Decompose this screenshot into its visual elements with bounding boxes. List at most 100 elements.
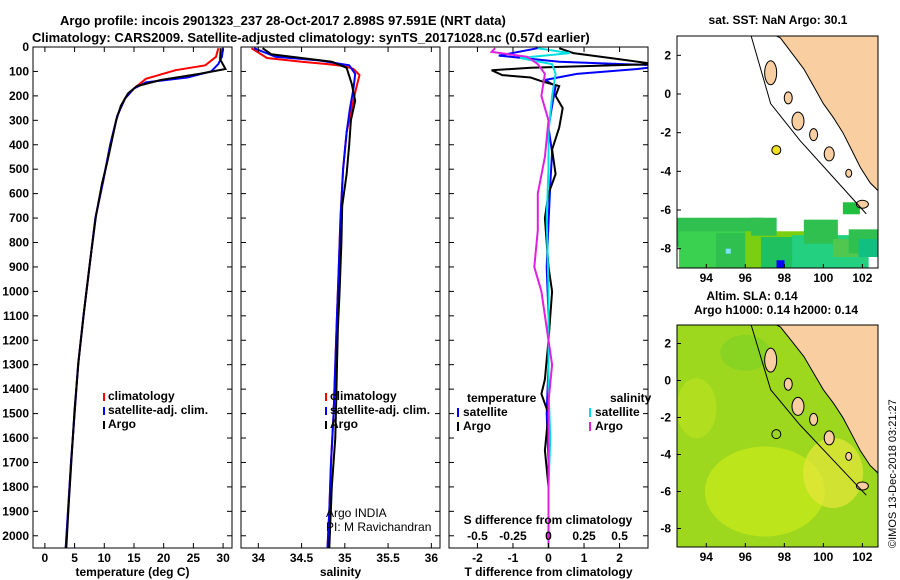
sla-map-island (764, 347, 778, 373)
diff-x-tick-label: 1 (581, 551, 588, 565)
depth-tick-label: 200 (9, 89, 29, 103)
depth-tick-label: 1600 (2, 431, 29, 445)
timestamp: ©IMOS 13-Dec-2018 03:21:27 (887, 399, 899, 548)
diff-legend-label: Argo (463, 419, 491, 433)
diff-x2-axis-label: S difference from climatology (464, 513, 633, 527)
sal-series-line-0 (250, 47, 361, 548)
diff-series-line-0 (498, 47, 648, 548)
sst-map-island (783, 91, 793, 105)
sal-legend-label: satellite-adj. clim. (330, 403, 430, 417)
sla-lat-tick-label: -4 (660, 448, 671, 462)
sal-x-tick-label: 34 (252, 551, 266, 565)
depth-tick-label: 1200 (2, 333, 29, 347)
diff-x2-tick-label: 0 (545, 529, 552, 543)
depth-tick-label: 1800 (2, 480, 29, 494)
sal-x-axis-label: salinity (320, 565, 362, 579)
sal-x-tick-label: 34.5 (290, 551, 314, 565)
sla-lat-tick-label: -2 (660, 411, 671, 425)
depth-tick-label: 400 (9, 138, 29, 152)
sst-argo-position-marker (771, 145, 782, 156)
depth-tick-label: 300 (9, 113, 29, 127)
sla-map-patch (803, 438, 864, 508)
sla-map-island (783, 377, 793, 391)
sla-map-frame (676, 324, 879, 548)
sla-map-patch (704, 446, 825, 537)
depth-tick-label: 0 (22, 40, 29, 54)
diff-x-tick-label: 2 (616, 551, 623, 565)
sla-map-title: Altim. SLA: 0.14 (706, 289, 798, 303)
sst-map-island (823, 146, 835, 162)
sst-lon-tick-label: 102 (852, 271, 872, 285)
sst-map-title: sat. SST: NaN Argo: 30.1 (709, 13, 848, 27)
sst-map-island (845, 168, 853, 178)
sla-map-island (823, 430, 835, 446)
temp-x-tick-label: 15 (127, 551, 141, 565)
sla-lat-tick-label: 2 (664, 337, 671, 351)
sst-map-data-cell (725, 248, 731, 254)
temp-series-line-2 (65, 48, 228, 548)
depth-tick-label: 1700 (2, 455, 29, 469)
sal-x-tick-label: 35 (338, 551, 352, 565)
temp-x-axis-label: temperature (deg C) (75, 565, 189, 579)
sla-map-patch (677, 378, 717, 439)
diff-x-axis-label: T difference from climatology (464, 565, 632, 579)
temp-legend-label: satellite-adj. clim. (108, 403, 208, 417)
sal-series-line-2 (262, 47, 357, 548)
sst-map-data-cell (751, 217, 777, 236)
sla-lat-tick-label: 0 (664, 374, 671, 388)
temp-legend-label: climatology (108, 389, 175, 403)
sla-map-island (845, 451, 853, 461)
sla-lat-tick-label: -8 (660, 522, 671, 536)
temp-x-tick-label: 5 (71, 551, 78, 565)
depth-tick-label: 500 (9, 162, 29, 176)
sst-map-island (791, 111, 805, 131)
sst-lat-tick-label: -4 (660, 164, 671, 178)
diff-x2-tick-label: -0.5 (467, 529, 488, 543)
sst-map-content (677, 36, 878, 268)
sla-lat-tick-label: -6 (660, 485, 671, 499)
sla-map-content (677, 325, 878, 547)
sst-lat-tick-label: 0 (664, 87, 671, 101)
temp-x-tick-label: 20 (157, 551, 171, 565)
diff-x2-tick-label: 0.25 (572, 529, 596, 543)
sst-map-data-cell (776, 260, 785, 268)
sla-map-island (791, 396, 805, 416)
sst-lat-tick-label: -6 (660, 203, 671, 217)
diff-series-line-3 (489, 47, 554, 548)
sla-lon-tick-label: 94 (700, 550, 714, 564)
chart-title-line1: Argo profile: incois 2901323_237 28-Oct-… (60, 13, 506, 28)
depth-tick-label: 1500 (2, 407, 29, 421)
depth-tick-label: 600 (9, 187, 29, 201)
temp-series-line-0 (64, 47, 220, 548)
sst-map-data-cell (858, 239, 878, 257)
depth-tick-label: 2000 (2, 529, 29, 543)
diff-legend-title-left: temperature (467, 391, 537, 405)
sal-legend-label: climatology (330, 389, 397, 403)
depth-tick-label: 1300 (2, 358, 29, 372)
temp-series-line-1 (64, 48, 225, 548)
sst-lat-tick-label: 2 (664, 48, 671, 62)
diff-x2-tick-label: -0.25 (499, 529, 527, 543)
temp-x-tick-label: 30 (216, 551, 230, 565)
depth-tick-label: 1100 (3, 309, 29, 323)
depth-tick-label: 1400 (2, 382, 29, 396)
sst-map-data-cell (803, 219, 838, 244)
sst-map-contour (750, 36, 867, 215)
sst-lon-tick-label: 100 (813, 271, 833, 285)
sal-plot-frame (240, 46, 441, 549)
sla-argo-position-marker (771, 429, 782, 440)
depth-tick-label: 100 (9, 64, 29, 78)
sst-map-data-cell (842, 202, 860, 215)
temp-plot-frame (32, 46, 233, 549)
sla-lon-tick-label: 102 (852, 550, 872, 564)
sst-map-island (764, 60, 778, 86)
depth-tick-label: 800 (9, 236, 29, 250)
sla-lon-tick-label: 96 (739, 550, 753, 564)
sla-map-landmass (775, 325, 878, 474)
sla-lon-tick-label: 100 (813, 550, 833, 564)
sla-map-subtitle: Argo h1000: 0.14 h2000: 0.14 (694, 303, 858, 317)
chart-title-line2: Climatology: CARS2009. Satellite-adjuste… (32, 30, 590, 45)
sal-x-tick-label: 35.5 (376, 551, 400, 565)
sla-map-patch (720, 334, 771, 371)
